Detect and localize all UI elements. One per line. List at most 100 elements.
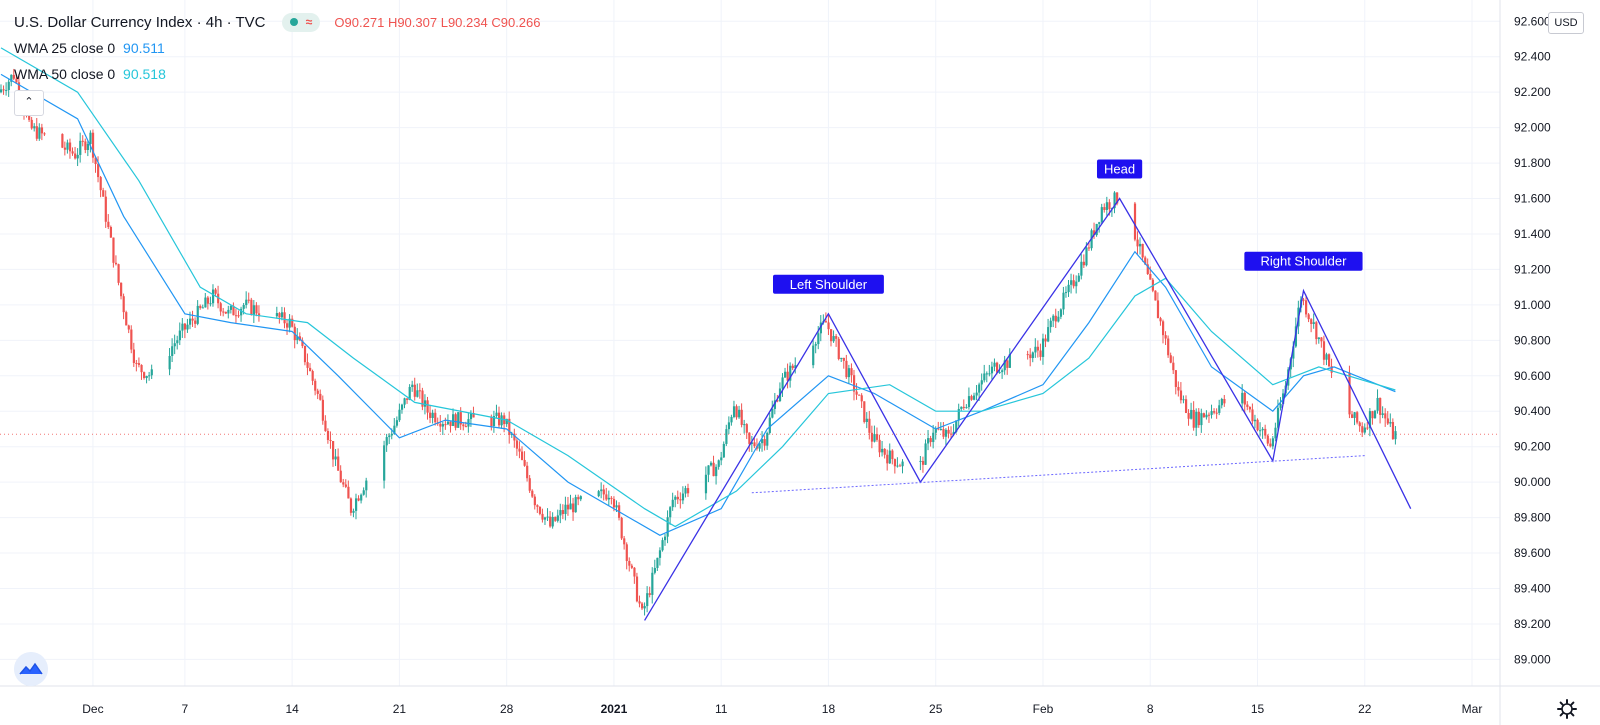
- candle-up: [365, 480, 368, 491]
- candle-up: [944, 429, 948, 437]
- candle-up: [452, 414, 455, 426]
- candle-down: [337, 456, 340, 471]
- candle-up: [551, 516, 554, 527]
- market-status-pill[interactable]: ≈: [281, 13, 321, 32]
- candle-down: [827, 322, 830, 330]
- wma25-label: WMA 25 close 0: [14, 40, 116, 56]
- candle-up: [393, 425, 396, 434]
- candle-down: [791, 365, 794, 369]
- x-tick-label: Mar: [1462, 702, 1483, 716]
- candle-up: [148, 375, 151, 377]
- candle-down: [71, 151, 74, 154]
- candle-down: [324, 420, 327, 431]
- candle-down: [1251, 409, 1254, 422]
- collapse-legend-button[interactable]: ⌃: [14, 90, 44, 116]
- candle-down: [878, 439, 881, 453]
- candle-down: [858, 394, 861, 396]
- tradingview-logo-icon[interactable]: [14, 652, 48, 686]
- candle-down: [1103, 207, 1106, 210]
- candle-up: [1253, 419, 1257, 422]
- candle-down: [1243, 392, 1246, 405]
- y-tick-label: 89.000: [1514, 652, 1551, 666]
- candle-up: [707, 465, 710, 475]
- candle-down: [191, 318, 194, 321]
- y-tick-label: 92.200: [1514, 85, 1551, 99]
- candle-up: [784, 371, 787, 378]
- x-tick-label: 22: [1358, 702, 1372, 716]
- pattern-label-box: [1244, 251, 1363, 271]
- candle-up: [1062, 292, 1065, 310]
- candle-down: [786, 371, 789, 381]
- low-value: 90.234: [447, 15, 488, 30]
- candle-up: [5, 90, 8, 92]
- candle-down: [628, 560, 631, 566]
- candle-down: [112, 237, 115, 263]
- candle-down: [1356, 412, 1359, 423]
- head-shoulders-drawing[interactable]: [644, 197, 1412, 621]
- wma50-value: 90.518: [123, 66, 166, 82]
- candle-down: [605, 494, 608, 500]
- candle-down: [219, 303, 222, 312]
- candle-down: [1184, 399, 1188, 413]
- candle-up: [1241, 392, 1244, 404]
- candle-down: [538, 506, 542, 514]
- candle-up: [730, 416, 733, 423]
- candle-down: [217, 293, 220, 304]
- candle-down: [528, 478, 531, 491]
- candle-down: [1116, 192, 1119, 204]
- candle-up: [653, 567, 656, 573]
- candle-up: [1182, 399, 1185, 401]
- candle-down: [515, 440, 519, 449]
- candle-up: [812, 345, 815, 366]
- legend-wma25[interactable]: WMA 25 close 0 90.511: [14, 40, 165, 56]
- candle-up: [704, 474, 708, 494]
- candle-up: [150, 369, 153, 376]
- gear-icon[interactable]: [1556, 698, 1578, 720]
- candle-up: [965, 407, 968, 409]
- candle-down: [94, 157, 97, 165]
- candle-up: [993, 362, 996, 367]
- candle-down: [301, 340, 304, 346]
- pattern-label: Right Shoulder: [1244, 251, 1363, 271]
- candle-down: [1026, 354, 1029, 356]
- x-tick-label: Dec: [82, 702, 103, 716]
- candle-down: [886, 454, 889, 464]
- open-label: O: [334, 15, 345, 30]
- candle-up: [423, 400, 427, 407]
- candle-up: [934, 428, 937, 433]
- candle-up: [1047, 327, 1050, 342]
- candle-down: [40, 127, 44, 134]
- candle-up: [957, 408, 960, 421]
- candle-down: [1093, 230, 1096, 236]
- candle-down: [250, 299, 253, 315]
- candle-up: [1271, 438, 1275, 447]
- candle-down: [830, 329, 833, 342]
- legend-wma50[interactable]: WMA 50 close 0 90.518: [14, 66, 166, 82]
- candle-down: [549, 516, 552, 527]
- candle-up: [7, 81, 10, 91]
- candle-down: [1154, 290, 1157, 301]
- candle-up: [684, 488, 687, 494]
- candle-up: [1220, 398, 1223, 406]
- candle-up: [411, 384, 414, 387]
- currency-button[interactable]: USD: [1548, 12, 1584, 34]
- candle-up: [181, 323, 184, 331]
- y-tick-label: 91.200: [1514, 262, 1551, 276]
- candle-up: [990, 366, 994, 374]
- candle-down: [347, 486, 350, 499]
- candle-down: [526, 465, 529, 479]
- candle-up: [388, 435, 391, 438]
- candle-down: [61, 134, 64, 148]
- high-value: 90.307: [397, 15, 438, 30]
- candle-up: [1008, 354, 1011, 368]
- moving-averages: [0, 47, 1396, 536]
- candle-up: [1274, 427, 1277, 439]
- candle-up: [469, 412, 473, 420]
- symbol-title[interactable]: U.S. Dollar Currency Index · 4h · TVC: [14, 14, 266, 31]
- candle-up: [1373, 410, 1377, 419]
- candle-up: [975, 392, 978, 396]
- candle-down: [357, 498, 360, 501]
- candle-up: [1100, 207, 1103, 223]
